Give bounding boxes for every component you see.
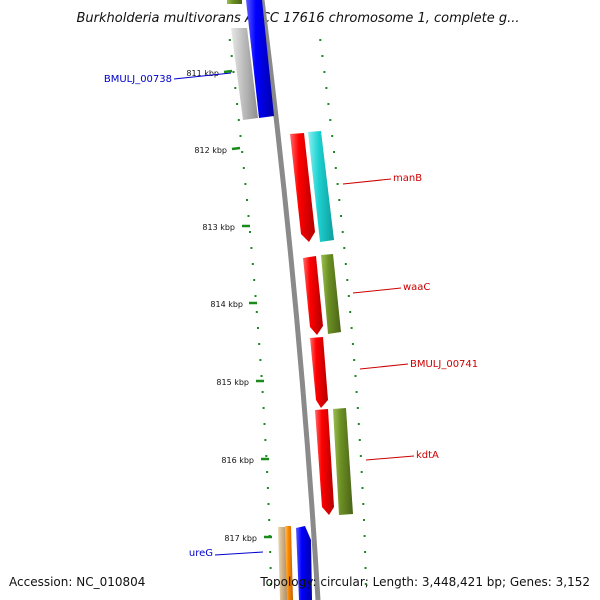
gene-olive-kdta[interactable] [333,408,353,515]
tick-label-815: 815 kbp [216,378,249,387]
gene-label-manb[interactable]: manB [393,173,422,184]
gene-red-kdta[interactable] [315,409,334,515]
leader-line-waac [352,287,402,294]
tick-mark-811 [223,69,233,74]
gene-label-waac[interactable]: waaC [403,282,430,293]
gene-cyan-manb[interactable] [308,131,334,242]
tick-label-811: 811 kbp [186,69,219,78]
tick-label-814: 814 kbp [210,300,243,309]
gene-red-bmulj-00741[interactable] [310,337,328,408]
tick-label-816: 816 kbp [221,456,254,465]
gene-gray-bmulj-00738[interactable] [231,28,258,120]
leader-line-ureg [214,551,264,556]
chromosome-backbone [259,0,321,600]
gene-olive-waac[interactable] [321,254,341,334]
gene-olive-top[interactable] [227,0,242,4]
leader-line-bmulj-00741 [359,363,409,370]
leader-line-bmulj-00738 [173,72,232,80]
gene-blue-ureg[interactable] [296,526,312,600]
gene-blue-top[interactable] [246,0,274,118]
gene-label-kdta[interactable]: kdtA [416,450,439,461]
dotted-guide-arcs [228,39,367,585]
gene-tan-ureg[interactable] [278,527,288,600]
tick-mark-812 [231,146,241,151]
gene-labels: BMULJ_00738 manB waaC BMULJ_00741 kdtA u… [104,72,478,559]
tick-label-812: 812 kbp [194,146,227,155]
accession-text: Accession: NC_010804 [9,575,145,589]
leader-line-kdta [365,455,415,461]
tick-label-813: 813 kbp [202,223,235,232]
gene-red-waac[interactable] [303,256,323,335]
topology-text: Topology: circular; Length: 3,448,421 bp… [259,575,590,589]
kbp-ticks: 811 kbp 812 kbp 813 kbp 814 kbp 815 kbp … [186,69,272,543]
gene-red-manb-1[interactable] [290,133,315,242]
gene-label-ureg[interactable]: ureG [189,548,213,559]
map-title: Burkholderia multivorans ATCC 17616 chro… [77,11,520,26]
tick-label-817: 817 kbp [224,534,257,543]
gene-label-bmulj-00738[interactable]: BMULJ_00738 [104,74,172,85]
leader-line-manb [342,178,392,185]
gene-orange-ureg[interactable] [285,526,293,600]
gene-label-bmulj-00741[interactable]: BMULJ_00741 [410,359,478,370]
